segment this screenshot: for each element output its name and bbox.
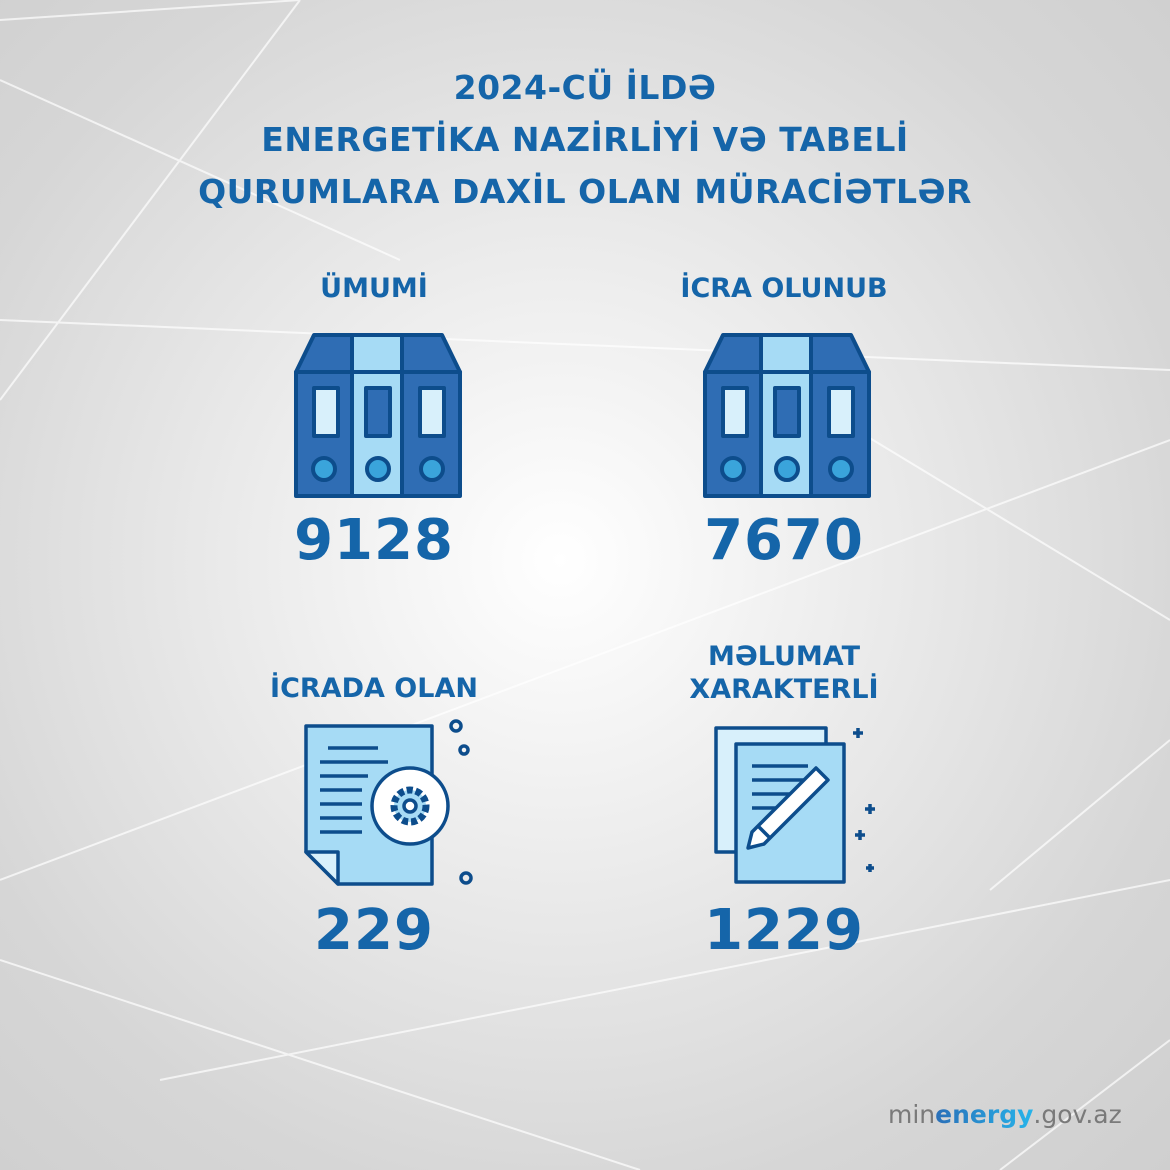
title-line-1: 2024-CÜ İLDƏ: [453, 68, 717, 107]
stat-value-completed: 7670: [704, 508, 864, 573]
stat-label-informational: MƏLUMAT XARAKTERLİ: [604, 640, 964, 706]
stat-value-in-progress: 229: [314, 898, 434, 963]
document-gear-icon: [304, 719, 473, 886]
title-line-2: ENERGETİKA NAZİRLİYİ VƏ TABELİ: [261, 120, 909, 159]
stat-label-in-progress: İCRADA OLAN: [270, 673, 478, 704]
site-suffix: .gov.az: [1033, 1100, 1122, 1129]
website-link[interactable]: minenergy.gov.az: [888, 1100, 1122, 1129]
binders-icon: [294, 333, 462, 498]
stat-label-completed: İCRA OLUNUB: [680, 273, 888, 304]
stat-label-line-2: XARAKTERLİ: [689, 674, 879, 705]
site-highlight: energy: [935, 1100, 1034, 1129]
stat-label-total: ÜMUMİ: [320, 273, 428, 304]
title-line-3: QURUMLARA DAXİL OLAN MÜRACİƏTLƏR: [198, 172, 972, 211]
site-prefix: min: [888, 1100, 936, 1129]
stat-value-total: 9128: [294, 508, 454, 573]
stat-value-informational: 1229: [704, 898, 864, 963]
stat-label-line-1: MƏLUMAT: [707, 641, 861, 672]
binders-icon: [703, 333, 871, 498]
page-title: 2024-CÜ İLDƏ ENERGETİKA NAZİRLİYİ VƏ TAB…: [0, 62, 1170, 218]
document-pen-icon: [714, 726, 875, 884]
